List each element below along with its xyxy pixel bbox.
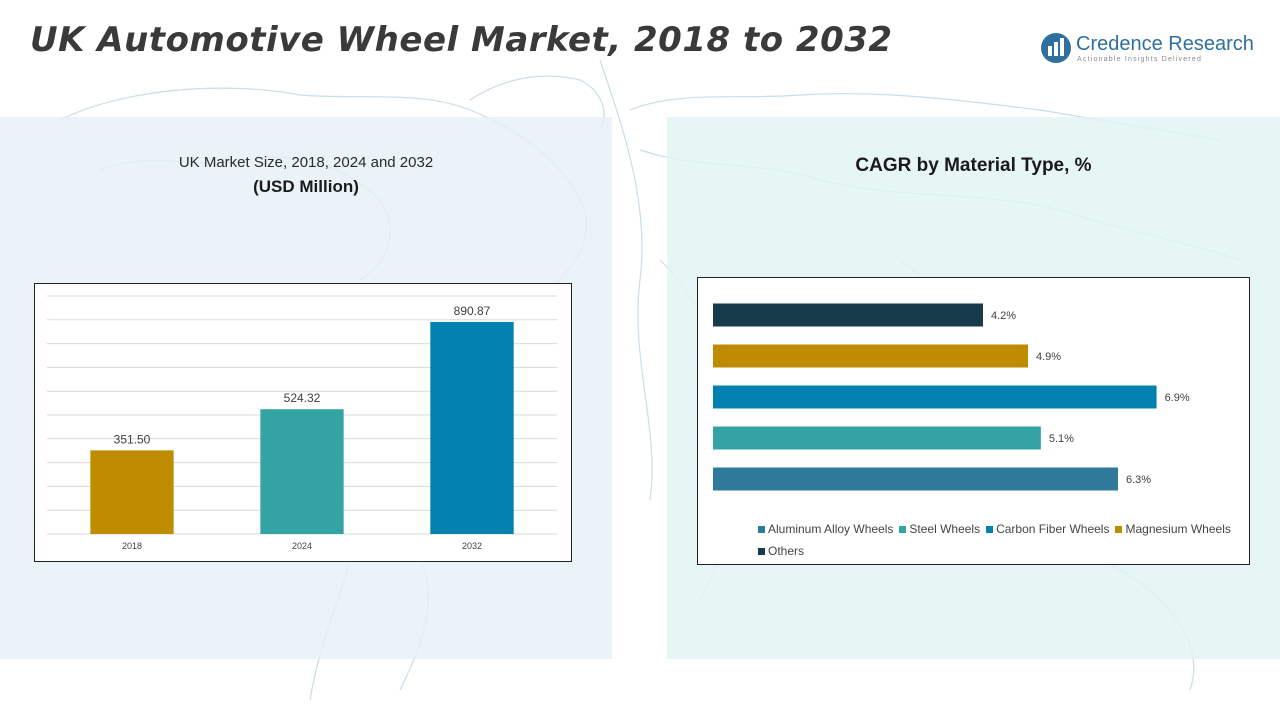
bar-aluminum-alloy-wheels xyxy=(713,467,1118,491)
brand-logo: Credence Research Actionable Insights De… xyxy=(1040,32,1260,72)
brand-name: Credence Research xyxy=(1076,33,1254,55)
legend-swatch xyxy=(986,525,994,533)
bar-magnesium-wheels xyxy=(713,344,1028,368)
cagr-bar-chart: 4.2% 4.9% 6.9% 5.1% 6.3% xyxy=(713,303,1190,491)
cagr-chart: 4.2% 4.9% 6.9% 5.1% 6.3% Aluminum Alloy Whee… xyxy=(697,277,1250,565)
bar-2018 xyxy=(90,450,174,534)
legend-swatch xyxy=(758,525,765,533)
cagr-title: CAGR by Material Type, % xyxy=(855,155,1092,176)
x-tick-label: 2018 xyxy=(122,541,142,551)
legend-item: Magnesium Wheels xyxy=(1115,518,1231,540)
data-label: 5.1% xyxy=(1049,433,1074,445)
legend-item: Steel Wheels xyxy=(899,518,980,540)
bar-2024 xyxy=(260,409,344,534)
data-label: 4.2% xyxy=(991,310,1016,322)
legend-label: Carbon Fiber Wheels xyxy=(996,522,1110,536)
legend-item: Others xyxy=(758,540,804,562)
cagr-legend: Aluminum Alloy Wheels Steel Wheels Carbon … xyxy=(758,518,1238,562)
legend-swatch xyxy=(1115,525,1123,533)
bar-others xyxy=(713,303,983,327)
data-label: 351.50 xyxy=(114,432,151,446)
market-size-bar-chart: 351.50 2018 524.32 2024 890.87 2032 xyxy=(47,295,557,551)
bar-2032 xyxy=(430,321,514,534)
bar-carbon-fiber-wheels xyxy=(713,385,1157,409)
legend-swatch xyxy=(758,547,765,555)
legend-item: Aluminum Alloy Wheels xyxy=(758,518,893,540)
bar-steel-wheels xyxy=(713,426,1041,450)
data-label: 890.87 xyxy=(454,304,491,318)
legend-swatch xyxy=(899,525,907,533)
legend-label: Steel Wheels xyxy=(909,522,981,536)
data-label: 4.9% xyxy=(1036,351,1061,363)
market-size-unit: (USD Million) xyxy=(253,177,359,196)
legend-label: Aluminum Alloy Wheels xyxy=(768,522,894,536)
data-label: 524.32 xyxy=(284,391,321,405)
data-label: 6.3% xyxy=(1126,474,1151,486)
legend-label: Others xyxy=(768,544,805,558)
data-label: 6.9% xyxy=(1165,392,1190,404)
page-title: UK Automotive Wheel Market, 2018 to 2032 xyxy=(30,20,893,60)
x-tick-label: 2032 xyxy=(462,541,482,551)
legend-item: Carbon Fiber Wheels xyxy=(986,518,1109,540)
credence-logo-icon xyxy=(1041,33,1071,63)
market-size-title: UK Market Size, 2018, 2024 and 2032 xyxy=(178,154,434,171)
legend-label: Magnesium Wheels xyxy=(1125,522,1231,536)
market-size-chart: 351.50 2018 524.32 2024 890.87 2032 xyxy=(34,283,572,562)
brand-tagline: Actionable Insights Delivered xyxy=(1077,56,1203,63)
x-tick-label: 2024 xyxy=(292,541,312,551)
